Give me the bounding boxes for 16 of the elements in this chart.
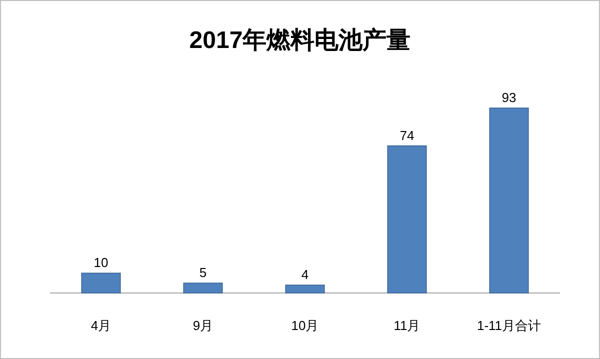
data-label: 93 bbox=[502, 90, 516, 105]
data-label: 10 bbox=[94, 255, 108, 270]
data-label: 4 bbox=[301, 267, 309, 282]
chart-title: 2017年燃料电池产量 bbox=[189, 27, 411, 54]
bar bbox=[489, 108, 529, 294]
bar bbox=[387, 145, 427, 294]
x-tick-label: 4月 bbox=[90, 318, 112, 333]
x-tick-label: 10月 bbox=[291, 318, 319, 333]
bar bbox=[183, 282, 223, 294]
bar bbox=[285, 284, 325, 294]
x-tick-label: 1-11月合计 bbox=[476, 318, 542, 333]
data-label: 5 bbox=[199, 265, 207, 280]
x-tick-label: 11月 bbox=[394, 318, 420, 333]
data-label: 74 bbox=[400, 128, 414, 143]
bar bbox=[81, 272, 121, 294]
x-tick-label: 9月 bbox=[192, 318, 214, 333]
